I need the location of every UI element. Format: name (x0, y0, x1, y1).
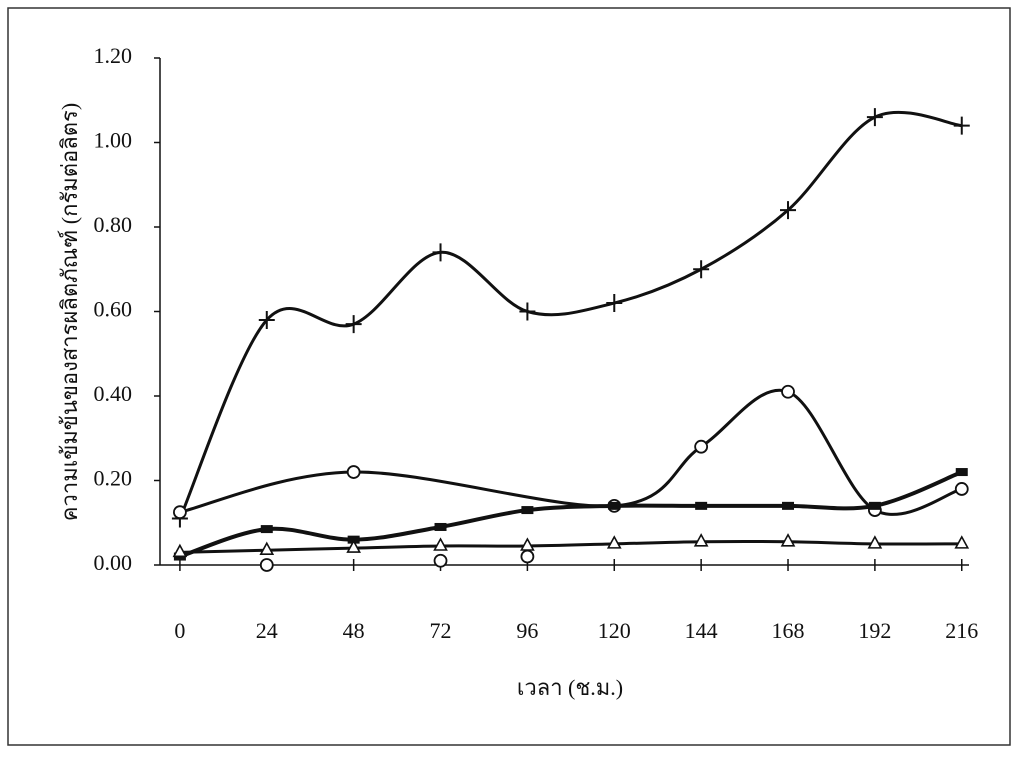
x-tick-label: 192 (858, 618, 891, 643)
y-tick-label: 0.80 (94, 212, 133, 237)
y-tick-label: 1.00 (94, 128, 133, 153)
x-tick-label: 24 (256, 618, 278, 643)
series-line (179, 539, 962, 554)
data-point (866, 108, 883, 127)
y-tick-label: 1.20 (94, 43, 133, 68)
data-point (433, 553, 448, 568)
y-tick-label: 0.40 (94, 381, 133, 406)
data-point (606, 535, 622, 549)
data-point (694, 439, 709, 454)
data-point (953, 116, 970, 135)
y-tick-label: 0.20 (94, 466, 133, 491)
data-point (867, 535, 883, 549)
data-point (693, 260, 710, 279)
data-point (346, 539, 362, 553)
data-point (955, 468, 968, 477)
data-point (695, 501, 708, 510)
data-point (608, 501, 621, 510)
x-tick-label: 72 (430, 618, 452, 643)
data-point (434, 522, 447, 531)
x-axis-title: เวลา (ช.ม.) (517, 675, 623, 700)
data-point (432, 243, 449, 262)
x-tick-label: 168 (772, 618, 805, 643)
data-point (519, 302, 536, 321)
series-line (178, 110, 962, 520)
data-point (606, 294, 623, 313)
x-tick-label: 0 (174, 618, 185, 643)
data-point (782, 501, 795, 510)
x-tick-label: 48 (343, 618, 365, 643)
x-tick-label: 120 (598, 618, 631, 643)
data-point (258, 310, 275, 329)
data-point (260, 525, 273, 534)
data-point (259, 541, 275, 556)
data-point (868, 501, 881, 510)
data-point (781, 384, 795, 399)
data-point (954, 535, 970, 549)
data-point (433, 537, 448, 551)
data-point (521, 506, 534, 515)
series-line (179, 388, 963, 516)
data-point (345, 315, 362, 334)
series-line (179, 470, 963, 559)
data-point (520, 537, 535, 551)
data-point (172, 543, 188, 558)
y-tick-label: 0.00 (94, 550, 133, 575)
y-axis-title: ความเข้มข้นของสารผลิตภัณฑ์ (กรัมต่อลิตร) (57, 103, 82, 521)
x-tick-label: 144 (685, 618, 718, 643)
data-point (693, 533, 709, 547)
data-point (259, 558, 274, 572)
y-tick-label: 0.60 (94, 297, 133, 322)
data-point (954, 482, 969, 496)
data-point (173, 505, 187, 520)
x-tick-label: 216 (945, 618, 978, 643)
data-point (780, 201, 797, 220)
x-tick-label: 96 (516, 618, 538, 643)
frame (7, 7, 1011, 746)
data-point (780, 533, 796, 547)
data-point (520, 549, 535, 564)
data-point (346, 465, 361, 479)
